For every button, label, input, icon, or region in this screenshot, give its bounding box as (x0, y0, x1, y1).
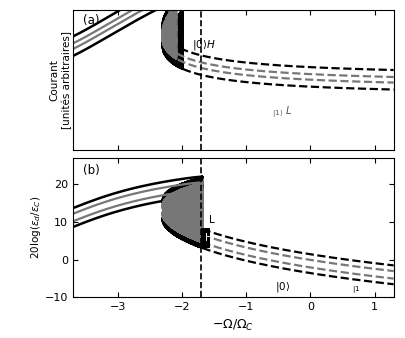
Y-axis label: $20\log(\epsilon_d/\epsilon_C)$: $20\log(\epsilon_d/\epsilon_C)$ (30, 196, 43, 259)
Text: (b): (b) (83, 164, 99, 177)
Text: $_{|1}$: $_{|1}$ (351, 284, 360, 296)
Text: $_{|1\rangle}\ L$: $_{|1\rangle}\ L$ (271, 104, 292, 120)
Bar (200, 228, 210, 248)
Text: (a): (a) (83, 14, 99, 27)
Text: $|0\rangle$: $|0\rangle$ (275, 281, 290, 294)
Text: $|0\rangle H$: $|0\rangle H$ (191, 38, 215, 52)
Text: L: L (209, 215, 214, 225)
Y-axis label: Courant
[unités arbitraires]: Courant [unités arbitraires] (49, 31, 72, 129)
Text: H: H (204, 233, 211, 243)
X-axis label: $-\Omega/\Omega_C$: $-\Omega/\Omega_C$ (212, 318, 254, 333)
